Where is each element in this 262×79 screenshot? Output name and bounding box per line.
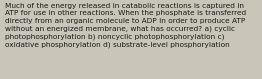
Text: Much of the energy released in catabolic reactions is captured in
ATP for use in: Much of the energy released in catabolic…: [5, 3, 246, 48]
